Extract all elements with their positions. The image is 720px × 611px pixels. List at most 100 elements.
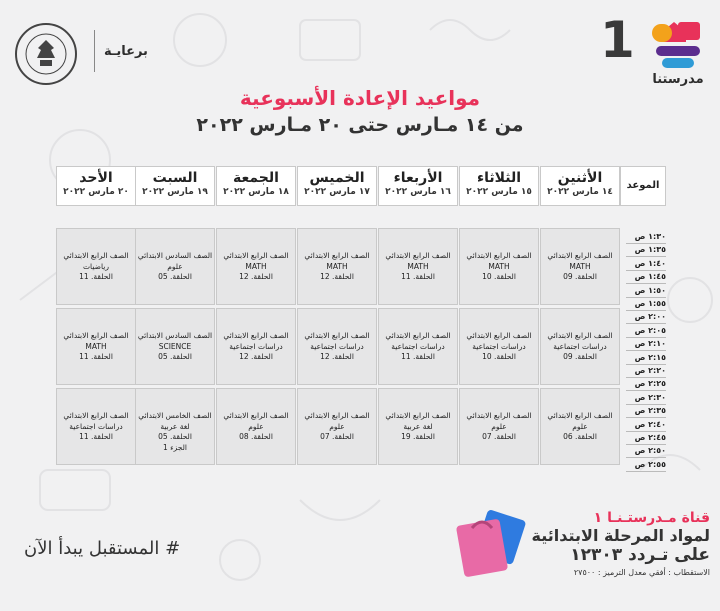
grade-label: الصف السادس الابتدائي	[137, 251, 213, 260]
day-date: ١٤ مارس ٢٠٢٢	[547, 187, 613, 197]
program-cell: الصف الرابع الابتدائي MATH الحلقة. 12	[297, 228, 377, 305]
time-slot-label: ١:٣٠ ص	[634, 232, 666, 241]
time-slot-label: ٢:١٠ ص	[634, 339, 666, 349]
day-date: ١٥ مارس ٢٠٢٢	[466, 187, 532, 197]
day-name: السبت	[152, 170, 198, 186]
grade-label: الصف الرابع الابتدائي	[547, 411, 613, 420]
program-cell: الصف الرابع الابتدائي MATH الحلقة. 11	[378, 228, 458, 305]
time-slot-label: ٢:٣٥ ص	[634, 406, 666, 416]
time-slot-label: ٢:٤٥ ص	[634, 433, 666, 442]
subject-label: MATH	[326, 261, 348, 271]
time-slot-divider	[626, 336, 666, 338]
day-name: الجمعة	[233, 170, 279, 186]
time-slot-divider	[626, 323, 666, 325]
time-slot-label: ٢:٠٠ ص	[634, 312, 666, 322]
time-slot-divider	[626, 350, 666, 352]
time-slot-divider	[626, 269, 666, 271]
day-name: الخميس	[309, 170, 365, 186]
grade-label: الصف السادس الابتدائي	[137, 331, 213, 340]
sponsor-label: برعايـة	[104, 44, 148, 59]
time-slot-label: ٢:٠٥ ص	[634, 325, 666, 335]
program-cell: الصف الرابع الابتدائي دراسات اجتماعية الحل…	[459, 308, 539, 385]
episode-label: الحلقة. 11	[401, 272, 435, 281]
grade-label: الصف الرابع الابتدائي	[385, 411, 451, 420]
day-name: الأربعاء	[393, 170, 443, 186]
subject-label: SCIENCE	[158, 341, 192, 351]
episode-label: الحلقة. 11	[401, 352, 435, 361]
program-cell: الصف الرابع الابتدائي علوم الحلقة. 08	[216, 388, 296, 465]
day-name: الثلاثاء	[476, 170, 522, 186]
time-slot-label: ٢:١٥ ص	[634, 352, 666, 362]
episode-label: الحلقة. 11	[79, 432, 113, 441]
subject-label: دراسات اجتماعية	[472, 341, 526, 351]
program-cell: الصف السادس الابتدائي SCIENCE الحلقة. 05	[135, 308, 215, 385]
grade-label: الصف الرابع الابتدائي	[63, 411, 129, 420]
grade-label: الصف الرابع الابتدائي	[466, 251, 532, 260]
time-slot-label: ٢:٥٠ ص	[634, 446, 666, 456]
time-slot-label: ١:٤٥ ص	[634, 272, 666, 282]
program-cell: الصف الرابع الابتدائي علوم الحلقة. 07	[297, 388, 377, 465]
time-slot-divider	[626, 363, 666, 365]
episode-label: الحلقة. 12	[239, 352, 273, 361]
episode-label: الحلقة. 07	[320, 432, 354, 441]
subject-label: علوم	[329, 421, 345, 431]
day-header: الأثنين ١٤ مارس ٢٠٢٢	[540, 166, 620, 206]
program-cell: الصف الرابع الابتدائي دراسات اجتماعية الحل…	[216, 308, 296, 385]
time-slot-divider	[626, 444, 666, 445]
madrasatona-logo	[652, 22, 700, 68]
subject-label: علوم	[248, 421, 264, 431]
subject-label: علوم	[167, 261, 183, 271]
day-date: ١٧ مارس ٢٠٢٢	[304, 187, 370, 197]
grade-label: الصف الرابع الابتدائي	[63, 331, 129, 340]
grade-label: الصف الرابع الابتدائي	[547, 331, 613, 340]
episode-label: الحلقة. 10	[482, 352, 516, 361]
time-slot-divider	[626, 256, 666, 258]
program-cell: الصف الرابع الابتدائي دراسات اجتماعية الحل…	[297, 308, 377, 385]
program-cell: الصف الخامس الابتدائي لغة عربية الحلقة. 05…	[135, 388, 215, 465]
subject-label: دراسات اجتماعية	[69, 421, 123, 431]
program-cell: الصف الرابع الابتدائي دراسات اجتماعية الحل…	[378, 308, 458, 385]
episode-label: الحلقة. 09	[563, 352, 597, 361]
program-cell: الصف الرابع الابتدائي علوم الحلقة. 07	[459, 388, 539, 465]
program-cell: الصف الرابع الابتدائي MATH الحلقة. 10	[459, 228, 539, 305]
grade-label: الصف الرابع الابتدائي	[304, 331, 370, 340]
time-slot-divider	[626, 283, 666, 285]
time-slot-label: ١:٥٥ ص	[634, 299, 666, 308]
episode-label: الحلقة. 05	[158, 352, 192, 361]
date-range-subtitle: من ١٤ مـارس حتى ٢٠ مـارس ٢٠٢٢	[196, 114, 524, 136]
time-slot-label: ٢:٤٠ ص	[634, 419, 666, 429]
grade-label: الصف الرابع الابتدائي	[547, 251, 613, 260]
time-slot-divider	[626, 417, 666, 419]
day-header: الخميس ١٧ مارس ٢٠٢٢	[297, 166, 377, 206]
time-slot-label: ١:٣٥ ص	[634, 245, 666, 255]
channel-description: لمواد المرحلة الابتدائية	[531, 526, 710, 545]
time-slot-divider	[626, 403, 666, 405]
episode-label: الحلقة. 19	[401, 432, 435, 441]
grade-label: الصف الرابع الابتدائي	[223, 411, 289, 420]
subject-label: دراسات اجتماعية	[553, 341, 607, 351]
subject-label: دراسات اجتماعية	[229, 341, 283, 351]
grade-label: الصف الرابع الابتدائي	[223, 331, 289, 340]
time-slot-label: ٢:٢٥ ص	[634, 379, 666, 389]
channel-label: قناة مـدرستـنـا ١	[593, 510, 710, 526]
time-slot-label: ٢:٥٥ ص	[634, 459, 666, 469]
episode-label: الحلقة. 08	[239, 432, 273, 441]
day-date: ١٦ مارس ٢٠٢٢	[385, 187, 451, 197]
grade-label: الصف الرابع الابتدائي	[466, 411, 532, 420]
time-slots: ١:٣٠ ص ١:٣٥ ص ١:٤٠ ص ١:٤٥ ص ١:٥٠ ص ١:٥٥ ص ٢:٠٠…	[622, 226, 666, 472]
time-column-header: الموعد	[620, 166, 666, 206]
sponsor-divider	[94, 30, 95, 72]
grade-label: الصف الرابع الابتدائي	[385, 251, 451, 260]
episode-label: الحلقة. 11	[79, 272, 113, 281]
episode-label: الحلقة. 12	[320, 272, 354, 281]
reception-note: الاستقطاب : أفقي معدل الترميز : ٢٧٥٠٠	[573, 568, 710, 577]
episode-label: الحلقة. 12	[239, 272, 273, 281]
subject-label: علوم	[491, 421, 507, 431]
episode-label: الحلقة. 09	[563, 272, 597, 281]
program-cell: الصف السادس الابتدائي علوم الحلقة. 05	[135, 228, 215, 305]
time-slot-divider	[626, 243, 666, 244]
time-slot-divider	[626, 310, 666, 311]
day-date: ٢٠ مارس ٢٠٢٢	[63, 187, 129, 197]
ministry-seal	[15, 23, 77, 85]
